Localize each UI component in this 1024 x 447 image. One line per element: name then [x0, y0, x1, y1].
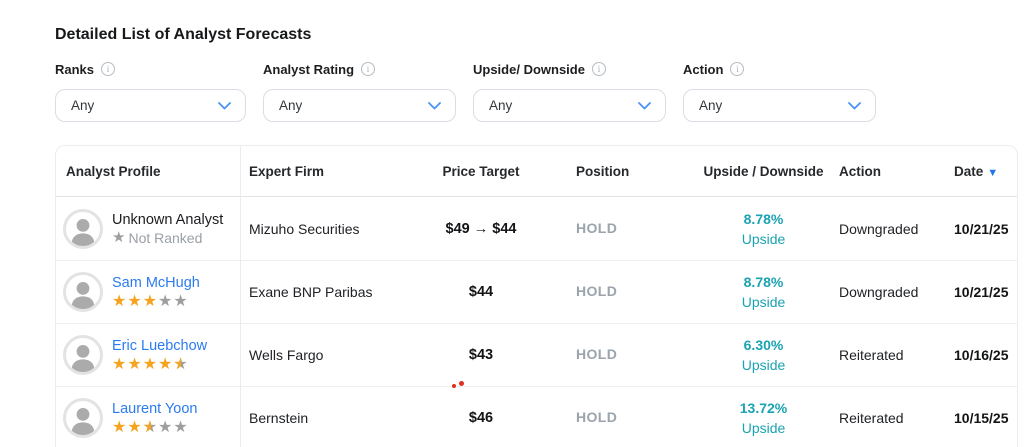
action-dropdown[interactable]: Any — [683, 89, 876, 122]
expert-firm: Exane BNP Paribas — [249, 284, 373, 300]
filter-ranks-label: Ranks — [55, 61, 95, 77]
column-header-analyst-profile: Analyst Profile — [66, 163, 161, 179]
analyst-profile-cell: Laurent Yoon ★★★ ★ ★★ — [56, 398, 240, 438]
column-header-upside-downside: Upside / Downside — [703, 163, 824, 179]
upside-downside-cell: 8.78% Upside — [696, 209, 831, 249]
analyst-rating-dropdown[interactable]: Any — [263, 89, 456, 122]
filters-bar: Ranks i Any Analyst Rating i Any — [55, 60, 876, 122]
upside-downside-dropdown-value: Any — [489, 98, 513, 113]
column-header-date[interactable]: Date ▼ — [954, 163, 999, 179]
analyst-name-link[interactable]: Eric Luebchow — [112, 338, 208, 354]
upside-percent: 6.30% — [743, 337, 784, 353]
red-dot-artifact — [459, 381, 464, 386]
column-header-position: Position — [576, 163, 630, 179]
upside-downside-cell: 13.72% Upside — [696, 398, 831, 438]
price-target: $44 — [468, 284, 494, 300]
price-target: $43 — [468, 347, 494, 363]
forecast-date: 10/16/25 — [954, 347, 1009, 363]
upside-percent: 13.72% — [739, 400, 788, 416]
upside-percent: 8.78% — [743, 210, 784, 227]
position-badge: HOLD — [576, 219, 618, 236]
expert-firm: Wells Fargo — [249, 347, 324, 363]
star-rating: ★★★★★★ — [112, 356, 188, 373]
avatar[interactable] — [63, 335, 103, 375]
sort-descending-icon: ▼ — [987, 166, 999, 179]
info-icon[interactable]: i — [730, 62, 745, 76]
filter-analyst-rating-label: Analyst Rating — [263, 61, 355, 77]
table-row: Unknown Analyst ★ Not Ranked Mizuho Secu… — [56, 197, 1017, 260]
upside-direction: Upside — [741, 420, 786, 436]
ranks-dropdown-value: Any — [71, 98, 95, 113]
table-row: Sam McHugh ★★★★★ Exane BNP Paribas $44 H… — [56, 260, 1017, 323]
chevron-down-icon — [428, 97, 441, 115]
analyst-profile-cell: Sam McHugh ★★★★★ — [56, 272, 240, 312]
chevron-down-icon — [218, 97, 231, 115]
forecast-date: 10/21/25 — [954, 284, 1009, 300]
filter-analyst-rating: Analyst Rating i Any — [263, 60, 456, 122]
action-text: Reiterated — [839, 347, 904, 363]
position-badge: HOLD — [576, 346, 618, 362]
info-icon[interactable]: i — [361, 62, 376, 76]
price-target: $49 → $44 — [445, 220, 517, 237]
upside-downside-cell: 6.30% Upside — [696, 335, 831, 375]
chevron-down-icon — [638, 97, 651, 115]
filter-action-label: Action — [683, 61, 724, 77]
star-rating: ★★★★★★ — [112, 419, 188, 436]
filter-upside-downside: Upside/ Downside i Any — [473, 60, 666, 122]
analyst-profile-cell: Eric Luebchow ★★★★★ ★ — [56, 335, 240, 375]
info-icon[interactable]: i — [591, 62, 606, 76]
avatar[interactable] — [63, 272, 103, 312]
forecast-date: 10/15/25 — [954, 410, 1009, 426]
avatar[interactable] — [63, 398, 103, 438]
price-target: $46 — [468, 410, 494, 426]
not-ranked-badge: ★ Not Ranked — [112, 229, 223, 247]
action-text: Downgraded — [839, 284, 919, 300]
analyst-name-link[interactable]: Laurent Yoon — [112, 401, 198, 417]
table-row: Eric Luebchow ★★★★★ ★ Wells Fargo $43 HOL… — [56, 323, 1017, 386]
upside-direction: Upside — [741, 357, 786, 373]
upside-downside-dropdown[interactable]: Any — [473, 89, 666, 122]
column-header-price-target: Price Target — [442, 163, 520, 179]
forecast-date: 10/21/25 — [954, 220, 1009, 237]
action-text: Downgraded — [839, 220, 919, 237]
analyst-name-link[interactable]: Sam McHugh — [112, 275, 200, 291]
position-badge: HOLD — [576, 409, 618, 425]
column-header-expert-firm: Expert Firm — [249, 163, 325, 179]
red-dot-artifact — [452, 384, 456, 388]
star-rating: ★★★★★ — [112, 293, 188, 310]
upside-direction: Upside — [741, 230, 786, 247]
analyst-rating-dropdown-value: Any — [279, 98, 303, 113]
expert-firm: Mizuho Securities — [249, 220, 360, 237]
table-header-row: Analyst Profile Expert Firm Price Target… — [56, 146, 1017, 197]
action-dropdown-value: Any — [699, 98, 723, 113]
expert-firm: Bernstein — [249, 410, 309, 426]
analyst-name: Unknown Analyst — [112, 211, 224, 228]
column-divider — [240, 146, 241, 447]
not-ranked-label: Not Ranked — [128, 229, 203, 246]
chevron-down-icon — [848, 97, 861, 115]
upside-percent: 8.78% — [743, 274, 784, 290]
position-badge: HOLD — [576, 283, 618, 299]
analyst-profile-cell: Unknown Analyst ★ Not Ranked — [56, 208, 240, 249]
filter-action: Action i Any — [683, 60, 876, 122]
ranks-dropdown[interactable]: Any — [55, 89, 246, 122]
filter-ranks: Ranks i Any — [55, 60, 246, 122]
forecasts-table: Analyst Profile Expert Firm Price Target… — [55, 145, 1018, 447]
filter-upside-downside-label: Upside/ Downside — [473, 61, 585, 77]
star-icon: ★ — [112, 228, 126, 246]
avatar — [63, 208, 103, 249]
info-icon[interactable]: i — [101, 62, 116, 76]
table-row: Laurent Yoon ★★★ ★ ★★ Bernstein $46 HOLD 1… — [56, 386, 1017, 447]
page-title: Detailed List of Analyst Forecasts — [55, 26, 312, 43]
action-text: Reiterated — [839, 410, 904, 426]
column-header-action: Action — [839, 163, 881, 179]
upside-direction: Upside — [741, 294, 786, 310]
upside-downside-cell: 8.78% Upside — [696, 272, 831, 312]
